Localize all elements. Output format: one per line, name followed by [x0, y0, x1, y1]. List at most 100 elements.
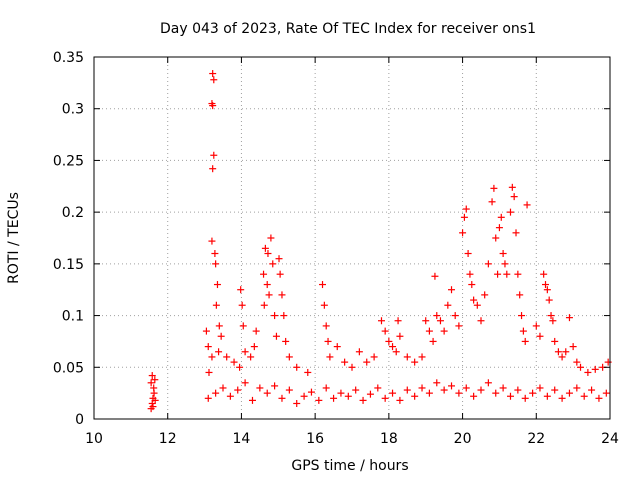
data-point: [514, 270, 522, 278]
data-point: [470, 392, 478, 400]
data-point: [506, 392, 514, 400]
x-axis-label: GPS time / hours: [291, 458, 408, 474]
data-point: [209, 70, 217, 78]
data-point: [484, 379, 492, 387]
data-point: [547, 312, 555, 320]
data-point: [490, 184, 498, 192]
data-point: [212, 301, 220, 309]
data-point: [433, 379, 441, 387]
data-point: [497, 213, 505, 221]
data-point: [271, 382, 279, 390]
data-point: [588, 386, 596, 394]
data-point: [429, 337, 437, 345]
data-point: [584, 368, 592, 376]
data-point: [554, 348, 562, 356]
data-point: [451, 312, 459, 320]
data-point: [250, 343, 258, 351]
data-point: [518, 312, 526, 320]
data-point: [210, 76, 218, 84]
data-point: [418, 353, 426, 361]
data-point: [536, 384, 544, 392]
data-point: [265, 291, 273, 299]
data-point: [204, 343, 212, 351]
data-point: [205, 368, 213, 376]
data-point: [396, 332, 404, 340]
data-point: [433, 312, 441, 320]
data-point: [276, 270, 284, 278]
data-point: [545, 296, 553, 304]
data-point: [543, 286, 551, 294]
data-point: [573, 358, 581, 366]
data-point: [147, 379, 155, 387]
data-point: [580, 392, 588, 400]
data-point: [241, 379, 249, 387]
data-point: [542, 281, 549, 289]
y-tick-label: 0.25: [53, 153, 84, 169]
data-point: [370, 353, 378, 361]
data-point: [569, 343, 577, 351]
data-point: [499, 250, 507, 258]
data-point: [591, 365, 599, 373]
x-tick-labels: 10 12 14 16 18 20 22 24: [85, 431, 619, 447]
y-tick-label: 0.35: [53, 50, 84, 66]
data-point: [256, 384, 264, 392]
data-point: [389, 343, 397, 351]
data-point: [540, 270, 548, 278]
data-point: [278, 291, 286, 299]
data-point: [381, 394, 389, 402]
data-point: [352, 386, 360, 394]
data-point: [464, 250, 472, 258]
data-point: [359, 396, 367, 404]
data-point: [543, 392, 551, 400]
data-point: [236, 363, 244, 371]
data-point: [448, 382, 456, 390]
data-point: [333, 343, 341, 351]
data-point: [320, 301, 328, 309]
data-point: [275, 255, 283, 263]
y-tick-label: 0.15: [53, 257, 84, 273]
data-point: [315, 396, 323, 404]
data-point: [460, 213, 468, 221]
data-point: [344, 392, 352, 400]
y-tick-label: 0.05: [53, 360, 84, 376]
data-point: [536, 332, 544, 340]
data-point: [573, 384, 581, 392]
data-point: [234, 386, 242, 394]
data-point: [440, 386, 448, 394]
data-point: [514, 386, 522, 394]
x-tick-label: 16: [306, 431, 324, 447]
data-point: [230, 358, 238, 366]
data-point: [494, 270, 502, 278]
data-point: [440, 327, 448, 335]
x-tick-label: 18: [380, 431, 398, 447]
data-point: [261, 244, 269, 252]
x-tick-label: 12: [159, 431, 177, 447]
data-point: [212, 260, 220, 268]
data-point: [501, 260, 509, 268]
data-point: [551, 337, 559, 345]
data-point: [444, 301, 452, 309]
data-point: [209, 102, 217, 110]
data-point: [389, 389, 397, 397]
data-point: [219, 384, 227, 392]
data-point: [431, 272, 439, 280]
data-point: [508, 183, 516, 191]
data-point: [506, 208, 514, 216]
data-point: [202, 327, 210, 335]
data-point: [425, 389, 433, 397]
data-point: [492, 234, 500, 242]
y-tick-label: 0: [75, 412, 84, 428]
data-point: [239, 322, 247, 330]
data-point: [348, 363, 356, 371]
data-point: [307, 388, 315, 396]
data-point: [238, 301, 246, 309]
data-point: [422, 317, 430, 325]
data-point: [521, 394, 529, 402]
data-point: [512, 229, 520, 237]
data-point: [304, 368, 312, 376]
data-point: [213, 281, 221, 289]
data-point: [377, 317, 385, 325]
data-point: [521, 337, 529, 345]
data-point: [532, 322, 540, 330]
